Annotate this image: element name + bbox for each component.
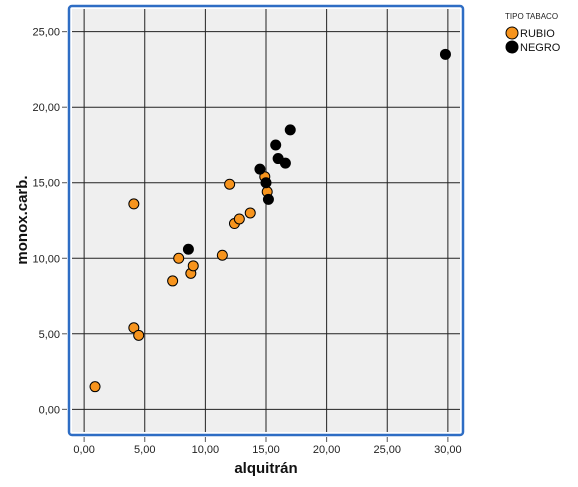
y-tick-label: 10,00: [32, 253, 60, 265]
y-tick-label: 0,00: [39, 404, 60, 416]
legend-title: TIPO TABACO: [505, 12, 558, 21]
legend-label-negro: NEGRO: [520, 42, 561, 54]
y-tick-label: 5,00: [39, 329, 60, 341]
axis-ticks: 0,00 5,00 10,00 15,00 20,00 25,00 30,00 0,00 5,0…: [32, 27, 461, 456]
data-point-rubio: [187, 260, 199, 272]
data-point-negro: [270, 139, 282, 151]
x-tick-label: 30,00: [434, 444, 462, 456]
legend: TIPO TABACO RUBIO NEGRO: [505, 12, 561, 54]
data-point-negro: [279, 157, 291, 169]
legend-marker-rubio: [505, 26, 519, 40]
legend-marker-negro: [505, 40, 519, 54]
y-tick-label: 25,00: [32, 27, 60, 39]
x-axis-title: alquitrán: [234, 460, 297, 477]
x-tick-label: 10,00: [192, 444, 220, 456]
plot-frame[interactable]: [67, 4, 465, 437]
data-point-rubio: [133, 329, 145, 341]
data-point-rubio: [128, 198, 140, 210]
legend-label-rubio: RUBIO: [520, 28, 555, 40]
data-point-negro: [260, 177, 272, 189]
data-point-rubio: [173, 252, 185, 264]
y-tick-label: 15,00: [32, 178, 60, 190]
x-tick-label: 25,00: [373, 444, 401, 456]
data-point-negro: [254, 163, 266, 175]
x-tick-label: 20,00: [313, 444, 341, 456]
data-point-negro: [284, 124, 296, 136]
data-point-negro: [439, 48, 451, 60]
x-tick-label: 15,00: [252, 444, 280, 456]
y-axis-title: monox.carb.: [14, 175, 31, 264]
data-point-rubio: [89, 381, 101, 393]
x-tick-label: 0,00: [73, 444, 94, 456]
data-point-rubio: [216, 249, 228, 261]
data-point-rubio: [244, 207, 256, 219]
y-tick-label: 20,00: [32, 102, 60, 114]
data-point-rubio: [233, 213, 245, 225]
x-tick-label: 5,00: [134, 444, 155, 456]
data-points: [89, 48, 451, 393]
data-point-negro: [262, 193, 274, 205]
data-point-rubio: [167, 275, 179, 287]
data-point-negro: [182, 243, 194, 255]
data-point-rubio: [224, 178, 236, 190]
legend-item-rubio[interactable]: RUBIO: [505, 26, 555, 40]
legend-item-negro[interactable]: NEGRO: [505, 40, 561, 54]
